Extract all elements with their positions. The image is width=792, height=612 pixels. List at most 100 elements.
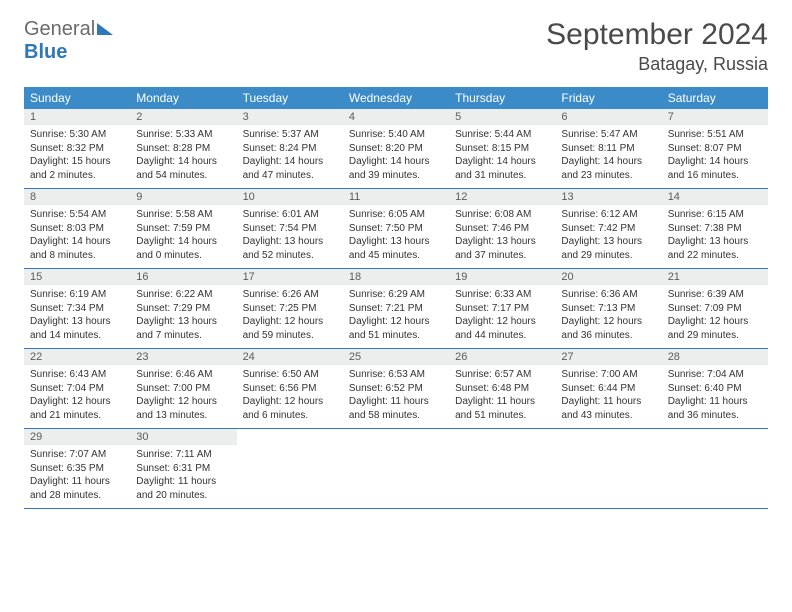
sunset-line: Sunset: 7:54 PM: [243, 222, 337, 236]
sunset-line: Sunset: 7:50 PM: [349, 222, 443, 236]
sunrise-line: Sunrise: 5:54 AM: [30, 208, 124, 222]
sunrise-line: Sunrise: 7:04 AM: [668, 368, 762, 382]
day-detail: Sunrise: 6:36 AMSunset: 7:13 PMDaylight:…: [555, 285, 661, 349]
day-number: 11: [343, 189, 449, 206]
day-detail: Sunrise: 6:43 AMSunset: 7:04 PMDaylight:…: [24, 365, 130, 429]
sunrise-line: Sunrise: 6:36 AM: [561, 288, 655, 302]
dow-tuesday: Tuesday: [237, 87, 343, 109]
daylight-line: Daylight: 12 hours and 29 minutes.: [668, 315, 762, 342]
day-number: 21: [662, 269, 768, 286]
sunrise-line: Sunrise: 7:07 AM: [30, 448, 124, 462]
sunrise-line: Sunrise: 6:33 AM: [455, 288, 549, 302]
sunset-line: Sunset: 7:29 PM: [136, 302, 230, 316]
dow-sunday: Sunday: [24, 87, 130, 109]
daylight-line: Daylight: 12 hours and 36 minutes.: [561, 315, 655, 342]
daynum-row: 2930: [24, 429, 768, 446]
sunrise-line: Sunrise: 5:30 AM: [30, 128, 124, 142]
sunrise-line: Sunrise: 6:50 AM: [243, 368, 337, 382]
sunrise-line: Sunrise: 5:33 AM: [136, 128, 230, 142]
sunset-line: Sunset: 7:25 PM: [243, 302, 337, 316]
day-number: 4: [343, 109, 449, 125]
sunset-line: Sunset: 7:34 PM: [30, 302, 124, 316]
daylight-line: Daylight: 13 hours and 45 minutes.: [349, 235, 443, 262]
sunset-line: Sunset: 7:42 PM: [561, 222, 655, 236]
day-detail: Sunrise: 6:50 AMSunset: 6:56 PMDaylight:…: [237, 365, 343, 429]
sunset-line: Sunset: 8:07 PM: [668, 142, 762, 156]
day-number: 7: [662, 109, 768, 125]
daylight-line: Daylight: 13 hours and 22 minutes.: [668, 235, 762, 262]
day-detail: Sunrise: 6:12 AMSunset: 7:42 PMDaylight:…: [555, 205, 661, 269]
sunrise-line: Sunrise: 6:05 AM: [349, 208, 443, 222]
day-detail: Sunrise: 7:04 AMSunset: 6:40 PMDaylight:…: [662, 365, 768, 429]
detail-row: Sunrise: 5:54 AMSunset: 8:03 PMDaylight:…: [24, 205, 768, 269]
sunrise-line: Sunrise: 6:46 AM: [136, 368, 230, 382]
sunset-line: Sunset: 7:00 PM: [136, 382, 230, 396]
calendar-table: Sunday Monday Tuesday Wednesday Thursday…: [24, 87, 768, 509]
daylight-line: Daylight: 13 hours and 7 minutes.: [136, 315, 230, 342]
day-detail: Sunrise: 6:15 AMSunset: 7:38 PMDaylight:…: [662, 205, 768, 269]
day-detail: Sunrise: 5:44 AMSunset: 8:15 PMDaylight:…: [449, 125, 555, 189]
sunset-line: Sunset: 7:38 PM: [668, 222, 762, 236]
day-number: 26: [449, 349, 555, 366]
day-detail: [343, 445, 449, 509]
title-block: September 2024 Batagay, Russia: [546, 18, 768, 75]
sunset-line: Sunset: 7:46 PM: [455, 222, 549, 236]
day-detail: Sunrise: 5:54 AMSunset: 8:03 PMDaylight:…: [24, 205, 130, 269]
sunrise-line: Sunrise: 5:51 AM: [668, 128, 762, 142]
daynum-row: 1234567: [24, 109, 768, 125]
day-number: 28: [662, 349, 768, 366]
day-detail: Sunrise: 6:46 AMSunset: 7:00 PMDaylight:…: [130, 365, 236, 429]
sunrise-line: Sunrise: 6:39 AM: [668, 288, 762, 302]
daylight-line: Daylight: 14 hours and 47 minutes.: [243, 155, 337, 182]
sunrise-line: Sunrise: 6:43 AM: [30, 368, 124, 382]
sunset-line: Sunset: 8:15 PM: [455, 142, 549, 156]
day-number: 2: [130, 109, 236, 125]
day-detail: Sunrise: 6:08 AMSunset: 7:46 PMDaylight:…: [449, 205, 555, 269]
sunrise-line: Sunrise: 6:01 AM: [243, 208, 337, 222]
sunrise-line: Sunrise: 6:22 AM: [136, 288, 230, 302]
daylight-line: Daylight: 13 hours and 14 minutes.: [30, 315, 124, 342]
day-number: [343, 429, 449, 446]
day-detail: Sunrise: 6:57 AMSunset: 6:48 PMDaylight:…: [449, 365, 555, 429]
day-number: 16: [130, 269, 236, 286]
day-detail: Sunrise: 5:33 AMSunset: 8:28 PMDaylight:…: [130, 125, 236, 189]
sunset-line: Sunset: 8:20 PM: [349, 142, 443, 156]
day-number: 12: [449, 189, 555, 206]
dow-wednesday: Wednesday: [343, 87, 449, 109]
sunrise-line: Sunrise: 6:19 AM: [30, 288, 124, 302]
sunrise-line: Sunrise: 6:15 AM: [668, 208, 762, 222]
sunrise-line: Sunrise: 5:58 AM: [136, 208, 230, 222]
daynum-row: 891011121314: [24, 189, 768, 206]
day-number: 18: [343, 269, 449, 286]
logo: General Blue: [24, 18, 113, 64]
sunrise-line: Sunrise: 6:57 AM: [455, 368, 549, 382]
day-number: 29: [24, 429, 130, 446]
daynum-row: 22232425262728: [24, 349, 768, 366]
sunrise-line: Sunrise: 6:29 AM: [349, 288, 443, 302]
daynum-row: 15161718192021: [24, 269, 768, 286]
daylight-line: Daylight: 11 hours and 28 minutes.: [30, 475, 124, 502]
daylight-line: Daylight: 12 hours and 51 minutes.: [349, 315, 443, 342]
sunrise-line: Sunrise: 7:11 AM: [136, 448, 230, 462]
logo-mark-icon: [97, 23, 113, 35]
day-detail: Sunrise: 7:00 AMSunset: 6:44 PMDaylight:…: [555, 365, 661, 429]
sunset-line: Sunset: 7:59 PM: [136, 222, 230, 236]
sunset-line: Sunset: 8:03 PM: [30, 222, 124, 236]
day-detail: Sunrise: 6:53 AMSunset: 6:52 PMDaylight:…: [343, 365, 449, 429]
logo-text-general: General: [24, 18, 95, 40]
sunset-line: Sunset: 6:56 PM: [243, 382, 337, 396]
day-detail: Sunrise: 5:37 AMSunset: 8:24 PMDaylight:…: [237, 125, 343, 189]
daylight-line: Daylight: 12 hours and 13 minutes.: [136, 395, 230, 422]
day-number: 20: [555, 269, 661, 286]
day-detail: Sunrise: 5:40 AMSunset: 8:20 PMDaylight:…: [343, 125, 449, 189]
day-number: 22: [24, 349, 130, 366]
daylight-line: Daylight: 14 hours and 8 minutes.: [30, 235, 124, 262]
daylight-line: Daylight: 12 hours and 44 minutes.: [455, 315, 549, 342]
day-number: 27: [555, 349, 661, 366]
daylight-line: Daylight: 12 hours and 21 minutes.: [30, 395, 124, 422]
sunset-line: Sunset: 7:09 PM: [668, 302, 762, 316]
day-number: 15: [24, 269, 130, 286]
day-detail: Sunrise: 5:58 AMSunset: 7:59 PMDaylight:…: [130, 205, 236, 269]
day-detail: Sunrise: 7:07 AMSunset: 6:35 PMDaylight:…: [24, 445, 130, 509]
day-number: [555, 429, 661, 446]
